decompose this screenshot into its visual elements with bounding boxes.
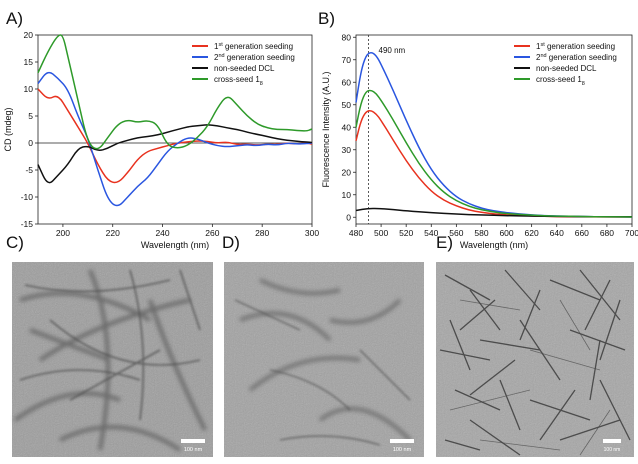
x-tick-label: 220 bbox=[106, 228, 120, 238]
x-tick-label: 240 bbox=[155, 228, 169, 238]
panel-label-b: B) bbox=[318, 9, 335, 28]
legend-entry: 2nd generation seeding bbox=[214, 53, 295, 62]
x-tick-label: 520 bbox=[399, 228, 413, 238]
series-line bbox=[37, 71, 313, 207]
y-tick-label: 5 bbox=[28, 111, 33, 121]
series-line bbox=[355, 89, 633, 218]
series-line bbox=[37, 34, 313, 150]
y-tick-label: 40 bbox=[342, 122, 352, 132]
scale-bar-label: 100 nm bbox=[393, 447, 412, 453]
y-tick-label: 20 bbox=[24, 30, 34, 40]
plot-frame bbox=[355, 34, 633, 225]
panel-label-c: C) bbox=[6, 233, 24, 252]
scale-bar-label: 100 nm bbox=[604, 447, 621, 453]
legend-entry: non-seeded DCL bbox=[536, 64, 597, 73]
y-tick-label: 20 bbox=[342, 167, 352, 177]
tem-image-e: 100 nm bbox=[436, 262, 634, 457]
tem-image-c: 100 nm bbox=[12, 262, 213, 457]
cd-spectrum-chart: 200 220 240 260 280 300 -15 -10 -5 0 5 10 15 20 Wavele… bbox=[3, 30, 319, 250]
x-tick-label: 680 bbox=[600, 228, 614, 238]
legend-entry: 2nd generation seeding bbox=[536, 53, 617, 62]
x-axis-title: Wavelength (nm) bbox=[460, 240, 528, 250]
y-axis-title: Fluorescence Intensity (A.U.) bbox=[321, 71, 331, 187]
tem-image-d: 100 nm bbox=[224, 262, 424, 457]
x-tick-label: 300 bbox=[305, 228, 319, 238]
legend-entry: 1st generation seeding bbox=[536, 42, 615, 51]
x-tick-label: 280 bbox=[255, 228, 269, 238]
y-tick-label: 10 bbox=[24, 84, 34, 94]
x-tick-label: 540 bbox=[424, 228, 438, 238]
x-axis-title: Wavelength (nm) bbox=[141, 240, 209, 250]
y-tick-label: 30 bbox=[342, 145, 352, 155]
y-tick-label: 0 bbox=[346, 212, 351, 222]
y-tick-label: 0 bbox=[28, 138, 33, 148]
x-tick-label: 700 bbox=[625, 228, 638, 238]
annotation-label: 490 nm bbox=[379, 46, 406, 55]
scale-bar bbox=[390, 439, 414, 443]
x-tick-label: 580 bbox=[474, 228, 488, 238]
legend-entry: 1st generation seeding bbox=[214, 42, 293, 51]
y-tick-label: 80 bbox=[342, 32, 352, 42]
x-tick-label: 640 bbox=[550, 228, 564, 238]
legend-entry: cross-seed 18 bbox=[536, 75, 585, 87]
y-tick-label: 15 bbox=[24, 57, 34, 67]
panel-label-d: D) bbox=[222, 233, 240, 252]
fluorescence-spectrum-chart: 480 500 520 540 560 580 600 620 640 660 680 700 0 10 2… bbox=[321, 32, 638, 250]
y-tick-label: -15 bbox=[21, 219, 34, 229]
series-line bbox=[355, 52, 633, 218]
x-tick-label: 500 bbox=[374, 228, 388, 238]
x-tick-label: 480 bbox=[349, 228, 363, 238]
y-axis-title: CD (mdeg) bbox=[3, 107, 13, 151]
series-line bbox=[37, 124, 313, 184]
y-tick-label: 60 bbox=[342, 77, 352, 87]
y-tick-label: -5 bbox=[25, 165, 33, 175]
scale-bar bbox=[603, 439, 621, 443]
y-tick-label: 70 bbox=[342, 55, 352, 65]
x-tick-label: 200 bbox=[56, 228, 70, 238]
y-tick-label: 10 bbox=[342, 190, 352, 200]
panel-label-e: E) bbox=[436, 233, 453, 252]
x-tick-label: 660 bbox=[575, 228, 589, 238]
y-tick-label: 50 bbox=[342, 100, 352, 110]
x-tick-label: 620 bbox=[525, 228, 539, 238]
x-tick-label: 600 bbox=[499, 228, 513, 238]
x-tick-label: 560 bbox=[449, 228, 463, 238]
y-tick-label: -10 bbox=[21, 192, 34, 202]
scale-bar-label: 100 nm bbox=[184, 447, 203, 453]
panel-label-a: A) bbox=[6, 9, 23, 28]
scale-bar bbox=[181, 439, 205, 443]
x-tick-label: 260 bbox=[205, 228, 219, 238]
legend-entry: cross-seed 18 bbox=[214, 75, 263, 87]
legend-entry: non-seeded DCL bbox=[214, 64, 275, 73]
